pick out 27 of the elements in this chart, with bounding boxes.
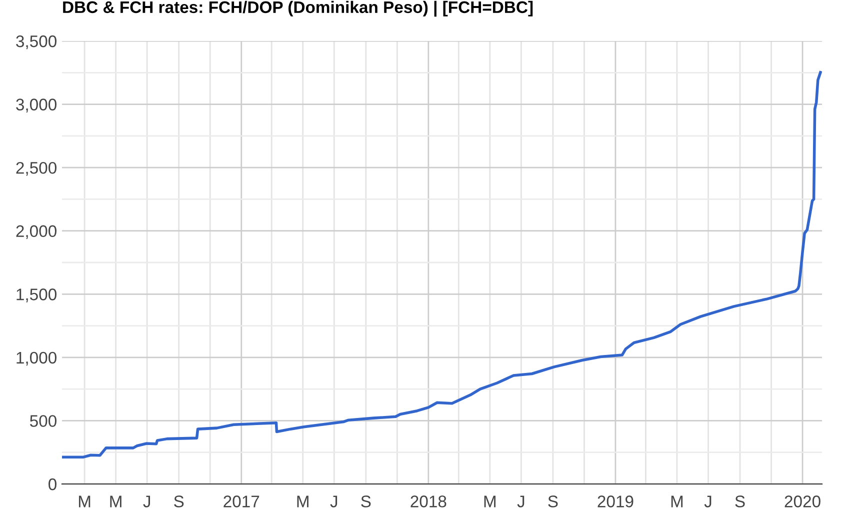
y-tick-label: 1,000 [16,352,56,366]
x-tick-label: M [297,496,308,508]
x-tick-label: S [735,496,745,508]
y-tick-label: 2,500 [16,162,56,176]
x-tick-label: 2020 [784,496,820,508]
y-tick-label: 1,500 [16,288,56,302]
x-tick-label: M [78,496,90,508]
x-tick-label: M [671,496,683,508]
y-tick-label: 3,000 [16,98,56,112]
y-tick-label: 500 [30,415,56,427]
line-series [62,71,822,459]
x-tick-label: J [517,496,524,508]
x-tick-label: 2017 [224,496,260,508]
chart-title: DBC & FCH rates: FCH/DOP (Dominikan Peso) | [FCH=DBC] [63,0,533,17]
y-tick-label: 0 [48,478,56,490]
y-tick-label: 2,000 [16,225,56,240]
x-tick-label: J [143,496,150,508]
x-tick-label: M [484,496,496,508]
x-tick-label: S [548,496,558,508]
x-tick-label: J [330,496,338,508]
x-tick-label: J [704,496,712,508]
x-tick-label: S [361,496,371,508]
x-tick-label: M [110,496,122,508]
y-tick-label: 3,500 [16,35,56,50]
x-tick-label: 2019 [598,496,634,508]
x-tick-label: S [174,496,184,508]
x-tick-label: 2018 [410,496,446,508]
